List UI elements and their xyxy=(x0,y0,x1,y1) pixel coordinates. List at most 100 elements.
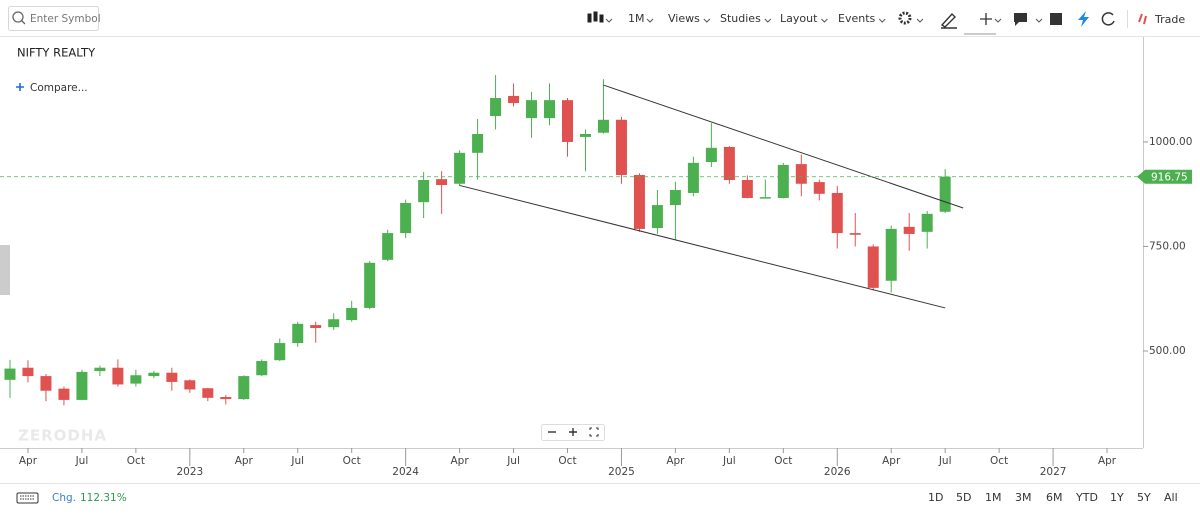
y-tick-label: 1000.00 xyxy=(1149,136,1192,148)
candle-body xyxy=(40,376,52,391)
range-button[interactable]: YTD xyxy=(1075,491,1098,504)
candle-body xyxy=(310,325,322,329)
candle-body xyxy=(921,213,933,232)
candle-body xyxy=(579,134,591,137)
candle-body xyxy=(130,375,142,384)
dropdown-chevron xyxy=(878,18,886,23)
bolt-icon[interactable] xyxy=(1078,11,1089,27)
menu-item[interactable]: Events xyxy=(838,12,876,25)
candle-body xyxy=(813,182,825,194)
comment-icon[interactable] xyxy=(1014,13,1027,26)
trendline xyxy=(459,184,946,309)
candle-icon[interactable] xyxy=(587,11,604,23)
candle-body xyxy=(831,192,843,234)
dropdown-chevron xyxy=(646,18,654,23)
x-tick-label: Jul xyxy=(506,455,520,467)
x-tick-label: Apr xyxy=(1098,455,1117,467)
candle-body xyxy=(76,371,88,400)
candle-body xyxy=(382,233,394,260)
candle-body xyxy=(166,372,178,382)
x-tick-label: Oct xyxy=(990,455,1008,467)
candle-body xyxy=(418,179,430,203)
candle-body xyxy=(58,388,70,400)
x-tick-label: Apr xyxy=(235,455,254,467)
range-button[interactable]: 5D xyxy=(956,491,971,504)
x-tick-label: Oct xyxy=(774,455,792,467)
menu-item[interactable]: Layout xyxy=(780,12,818,25)
candle-body xyxy=(364,262,376,308)
candle-body xyxy=(94,367,106,372)
compare-link[interactable]: Compare... xyxy=(30,82,88,94)
x-tick-label: Oct xyxy=(558,455,576,467)
trade-icon xyxy=(1138,13,1147,25)
x-tick-label: Jul xyxy=(938,455,952,467)
last-price-label: 916.75 xyxy=(1151,171,1188,183)
candle-body xyxy=(651,205,663,229)
x-tick-label: Oct xyxy=(343,455,361,467)
dropdown-chevron xyxy=(994,18,1002,23)
candle-body xyxy=(687,162,699,193)
candle-body xyxy=(669,190,681,206)
change-value: 112.31% xyxy=(80,492,127,504)
menu-item[interactable]: Views xyxy=(668,12,700,25)
refresh-icon[interactable] xyxy=(1101,12,1115,26)
candle-body xyxy=(633,174,645,229)
zoom-in[interactable] xyxy=(569,428,577,436)
range-button[interactable]: 1M xyxy=(985,491,1002,504)
x-tick-label: Apr xyxy=(451,455,470,467)
change-label: Chg. xyxy=(52,492,76,504)
candle-body xyxy=(184,380,196,390)
candle-body xyxy=(220,396,232,400)
search-placeholder: Enter Symbol xyxy=(30,13,101,25)
x-year-label: 2026 xyxy=(824,466,851,478)
candle-body xyxy=(705,147,717,163)
range-button[interactable]: 3M xyxy=(1015,491,1032,504)
candle-body xyxy=(867,246,879,288)
chart-title: NIFTY REALTY xyxy=(17,46,96,60)
range-button[interactable]: 5Y xyxy=(1137,491,1151,504)
range-button[interactable]: 6M xyxy=(1046,491,1063,504)
compare-plus xyxy=(16,83,24,91)
range-button[interactable]: All xyxy=(1164,491,1178,504)
candle-body xyxy=(346,307,358,321)
dropdown-chevron xyxy=(916,18,924,23)
side-tab[interactable] xyxy=(0,245,10,295)
settings-icon[interactable] xyxy=(898,11,912,25)
candle-body xyxy=(885,228,897,281)
search-box[interactable] xyxy=(8,6,99,31)
last-price-tag xyxy=(1137,169,1192,184)
trade-button[interactable]: Trade xyxy=(1154,13,1185,26)
candle-body xyxy=(597,119,609,133)
candle-body xyxy=(436,179,448,186)
keyboard-icon[interactable] xyxy=(16,492,39,504)
candle-body xyxy=(202,388,214,398)
candle-body xyxy=(148,372,160,377)
menu-item[interactable]: Studies xyxy=(720,12,761,25)
candle-body xyxy=(777,164,789,198)
x-tick-label: Apr xyxy=(882,455,901,467)
range-button[interactable]: 1Y xyxy=(1110,491,1124,504)
dropdown-chevron xyxy=(605,18,613,23)
dropdown-chevron xyxy=(1035,18,1043,23)
range-button[interactable]: 1D xyxy=(928,491,943,504)
x-tick-label: Jul xyxy=(75,455,89,467)
zoom-reset[interactable] xyxy=(589,427,599,437)
dropdown-chevron xyxy=(821,18,828,23)
y-tick-label: 750.00 xyxy=(1149,240,1186,252)
candle-body xyxy=(22,367,34,377)
candle-body xyxy=(723,146,735,180)
list-icon[interactable] xyxy=(1050,13,1062,25)
candle-body xyxy=(256,361,268,376)
interval[interactable]: 1M xyxy=(628,12,645,25)
crosshair-icon[interactable] xyxy=(980,13,992,25)
candle-body xyxy=(400,202,412,234)
candle-body xyxy=(238,376,250,400)
candle-body xyxy=(328,319,340,328)
candle-body xyxy=(274,343,286,361)
x-tick-label: Jul xyxy=(722,455,736,467)
candle-body xyxy=(849,233,861,235)
draw-icon[interactable] xyxy=(940,12,957,29)
x-year-label: 2025 xyxy=(608,466,635,478)
candle-body xyxy=(544,100,556,119)
